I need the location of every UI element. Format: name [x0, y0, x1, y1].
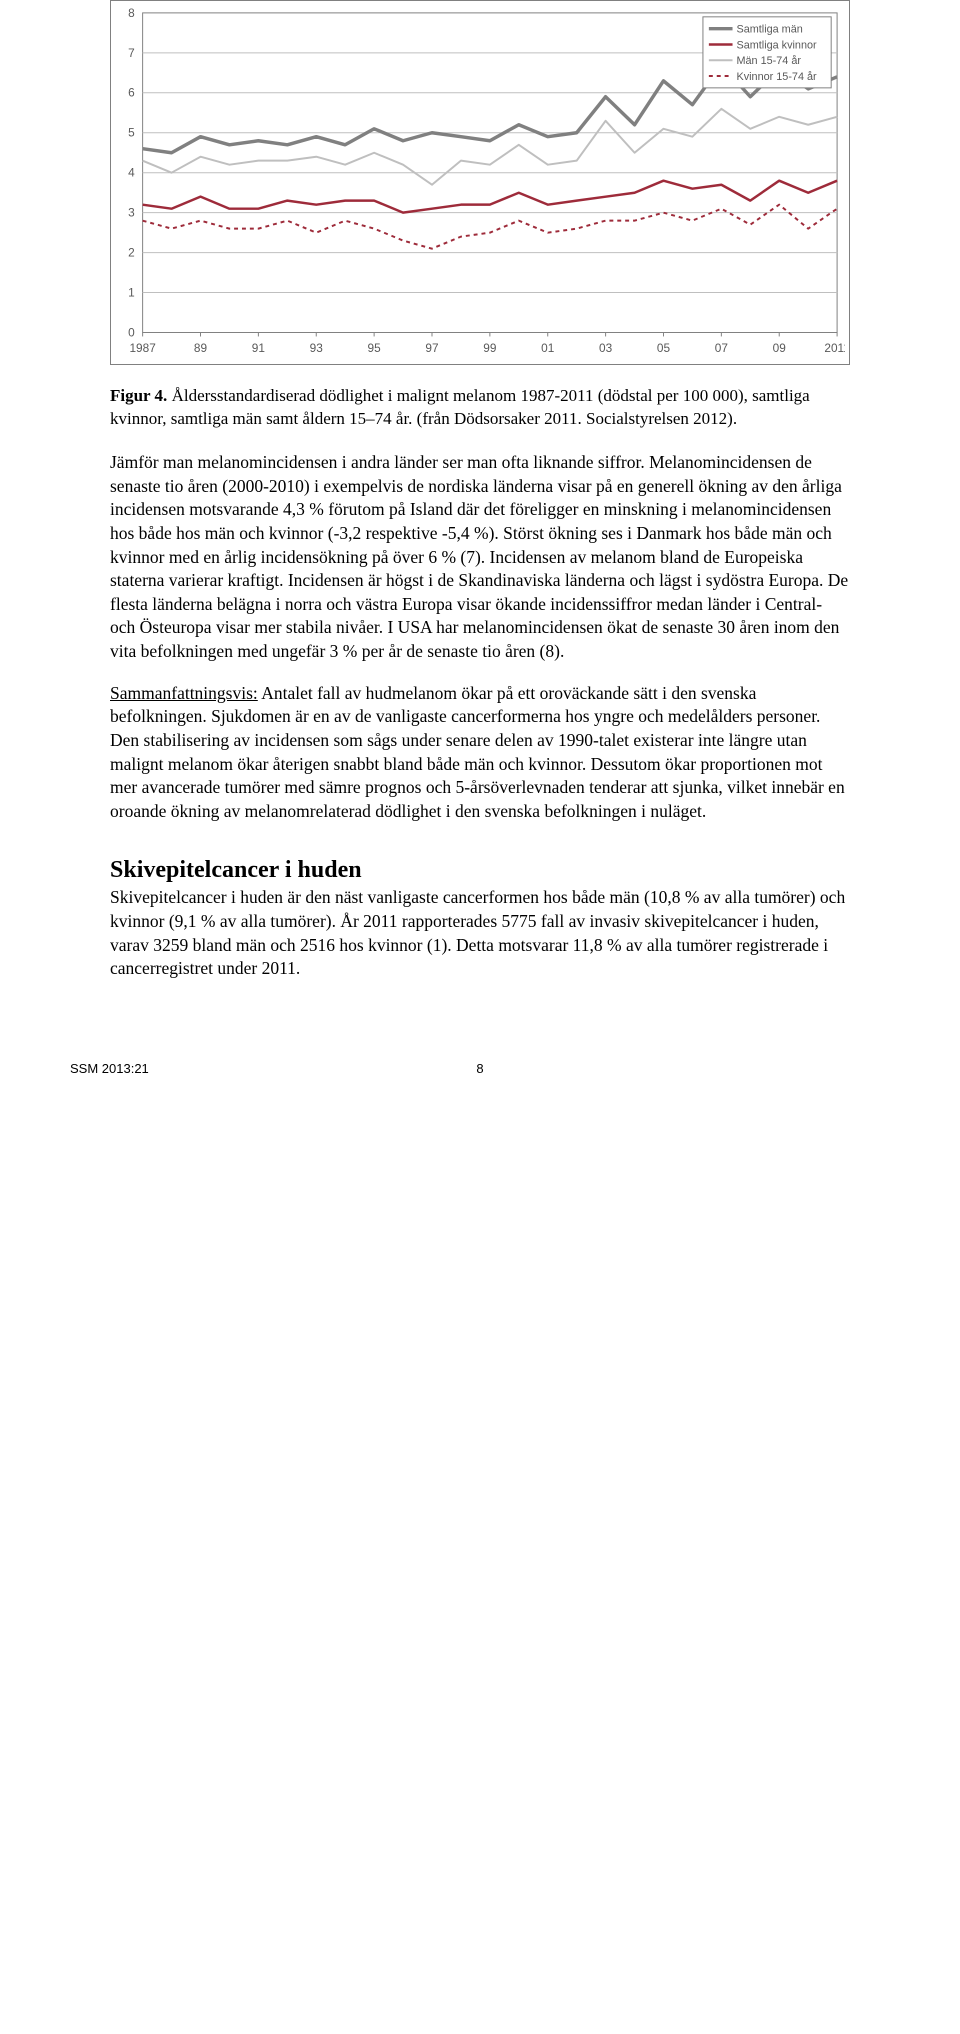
svg-text:2: 2	[128, 246, 135, 260]
svg-text:2011: 2011	[824, 341, 845, 355]
svg-text:93: 93	[310, 341, 324, 355]
mortality-chart: 012345678198789919395979901030507092011S…	[110, 0, 850, 365]
svg-text:8: 8	[128, 6, 135, 20]
svg-text:0: 0	[128, 325, 135, 339]
svg-text:07: 07	[715, 341, 728, 355]
footer-page-number: 8	[110, 1061, 850, 1076]
svg-text:09: 09	[773, 341, 787, 355]
svg-text:99: 99	[483, 341, 497, 355]
svg-text:95: 95	[368, 341, 382, 355]
summary-lead: Sammanfattningsvis:	[110, 683, 258, 703]
svg-text:Samtliga kvinnor: Samtliga kvinnor	[736, 39, 817, 51]
summary-rest: Antalet fall av hudmelanom ökar på ett o…	[110, 683, 845, 821]
page-footer: SSM 2013:21 8	[110, 1061, 850, 1076]
svg-text:Kvinnor 15-74 år: Kvinnor 15-74 år	[736, 71, 817, 83]
svg-text:6: 6	[128, 86, 135, 100]
svg-text:Samtliga män: Samtliga män	[736, 24, 802, 36]
svg-text:Män 15-74 år: Män 15-74 år	[736, 55, 801, 67]
svg-text:3: 3	[128, 206, 135, 220]
svg-text:4: 4	[128, 166, 135, 180]
footer-doc-id: SSM 2013:21	[70, 1061, 149, 1076]
figure-caption: Figur 4. Åldersstandardiserad dödlighet …	[110, 385, 850, 431]
paragraph-2: Sammanfattningsvis: Antalet fall av hudm…	[110, 682, 850, 824]
paragraph-1: Jämför man melanomincidensen i andra län…	[110, 451, 850, 664]
svg-text:97: 97	[425, 341, 438, 355]
svg-text:7: 7	[128, 46, 135, 60]
svg-text:01: 01	[541, 341, 554, 355]
svg-text:03: 03	[599, 341, 613, 355]
svg-text:5: 5	[128, 126, 135, 140]
svg-text:1: 1	[128, 285, 135, 299]
paragraph-3: Skivepitelcancer i huden är den näst van…	[110, 886, 850, 981]
section-title-skivepitelcancer: Skivepitelcancer i huden	[110, 857, 850, 884]
svg-text:91: 91	[252, 341, 265, 355]
figure-label: Figur 4.	[110, 386, 167, 405]
svg-text:05: 05	[657, 341, 671, 355]
svg-text:89: 89	[194, 341, 208, 355]
svg-text:1987: 1987	[129, 341, 155, 355]
figure-caption-text: Åldersstandardiserad dödlighet i malignt…	[110, 386, 810, 428]
chart-svg: 012345678198789919395979901030507092011S…	[115, 5, 845, 360]
